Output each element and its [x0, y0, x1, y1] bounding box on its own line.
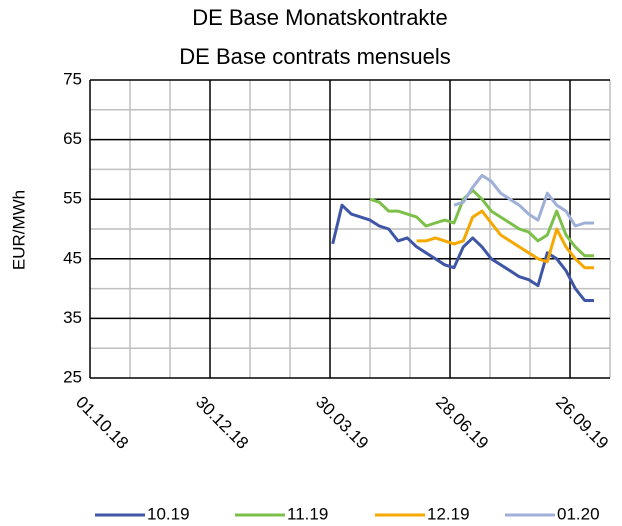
- x-tick-label: 28.06.19: [432, 393, 492, 453]
- chart-title: DE Base Monatskontrakte: [192, 5, 448, 30]
- x-tick-label: 30.03.19: [312, 393, 372, 453]
- legend-label: 10.19: [147, 504, 190, 523]
- series-line: [369, 188, 594, 258]
- y-tick-label: 55: [63, 189, 82, 208]
- series-line: [453, 173, 594, 228]
- series-line: [416, 209, 594, 270]
- legend-label: 12.19: [427, 504, 470, 523]
- x-tick-label: 26.09.19: [552, 393, 612, 453]
- y-tick-label: 45: [63, 248, 82, 267]
- legend-label: 01.20: [557, 504, 600, 523]
- x-tick-label: 01.10.18: [72, 393, 132, 453]
- legend-label: 11.19: [287, 504, 328, 523]
- y-tick-label: 65: [63, 129, 82, 148]
- y-tick-label: 75: [63, 69, 82, 88]
- y-tick-label: 35: [63, 308, 82, 327]
- chart-subtitle: DE Base contrats mensuels: [179, 44, 450, 69]
- y-axis-label: EUR/MWh: [9, 190, 28, 270]
- x-tick-label: 30.12.18: [192, 393, 252, 453]
- y-tick-label: 25: [63, 367, 82, 386]
